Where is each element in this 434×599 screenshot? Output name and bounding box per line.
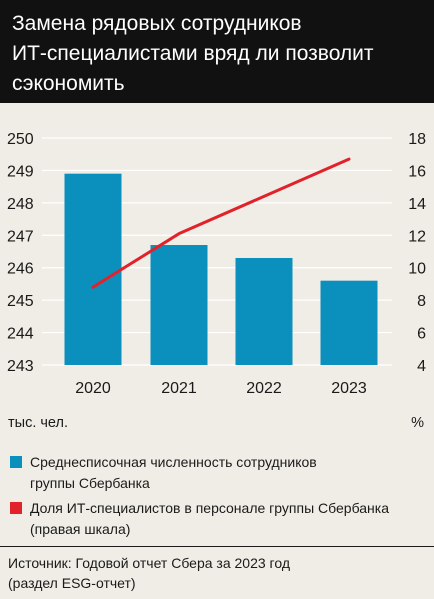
right-tick-label: 14 [408,196,426,213]
legend-swatch-employees [10,456,22,468]
left-tick-label: 247 [7,228,34,245]
right-tick-label: 18 [408,131,426,148]
source-line-1: Источник: Годовой отчет Сбера за 2023 го… [8,555,291,571]
left-tick-label: 245 [7,293,34,310]
source-divider [0,546,434,547]
right-tick-label: 12 [408,228,426,245]
right-tick-label: 16 [408,163,426,180]
right-axis-unit: % [411,415,424,431]
x-tick-label-2023: 2023 [331,380,367,397]
legend-label-it-share-line-2: (правая шкала) [30,521,131,537]
left-tick-label: 248 [7,196,34,213]
chart-title-line-1: Замена рядовых сотрудников [12,12,302,35]
right-tick-label: 4 [417,358,426,375]
chart-header: Замена рядовых сотрудников ИТ-специалист… [0,0,434,103]
right-tick-label: 8 [417,293,426,310]
legend-label-employees-line-1: Среднесписочная численность сотрудников [30,454,317,470]
left-tick-label: 246 [7,261,34,278]
chart-title-line-3: сэкономить [12,72,125,95]
legend-label-it-share-line-1: Доля ИТ-специалистов в персонале группы … [30,500,389,516]
legend-label-employees-line-2: группы Сбербанка [30,475,150,491]
source-note: Источник: Годовой отчет Сбера за 2023 го… [8,553,426,593]
bar-2021 [150,245,208,365]
legend: Среднесписочная численность сотрудников … [10,452,424,540]
it-share-line [91,157,351,289]
chart-title-line-2: ИТ-специалистами вряд ли позволит [12,42,374,65]
x-tick-label-2021: 2021 [161,380,197,397]
legend-item-it-share: Доля ИТ-специалистов в персонале группы … [10,498,424,540]
bar-2023 [320,280,378,365]
x-tick-label-2022: 2022 [246,380,282,397]
source-line-2: (раздел ESG-отчет) [8,575,136,591]
left-tick-label: 243 [7,358,34,375]
legend-item-employees: Среднесписочная численность сотрудников … [10,452,424,494]
bar-2022 [235,257,293,365]
legend-swatch-it-share [10,502,22,514]
left-tick-label: 250 [7,131,34,148]
left-tick-label: 244 [7,326,34,343]
left-axis-unit: тыс. чел. [8,415,68,431]
right-tick-label: 10 [408,261,426,278]
bar-2020 [64,173,122,365]
combo-chart: 250 249 248 247 246 245 244 243 18 16 14 12 10 8 6 4 202… [7,131,426,397]
x-tick-label-2020: 2020 [75,380,111,397]
right-tick-label: 6 [417,326,426,343]
left-tick-label: 249 [7,163,34,180]
